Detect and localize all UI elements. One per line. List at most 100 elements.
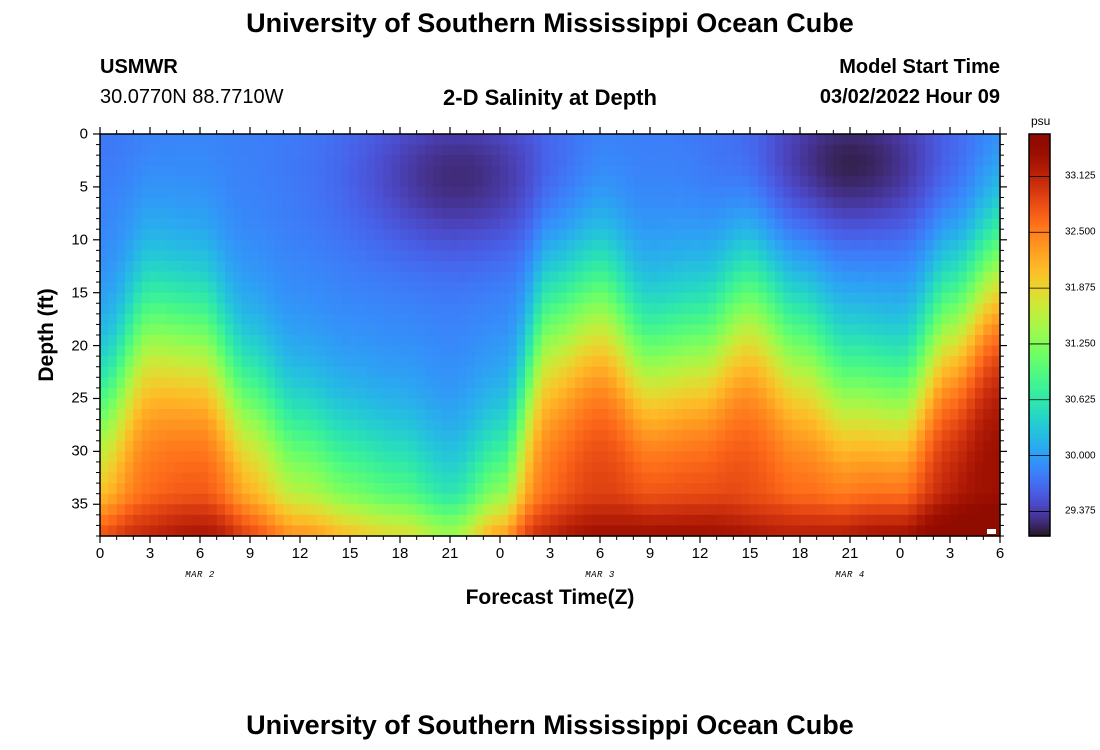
heatmap-cell (791, 525, 801, 537)
heatmap-cell (858, 186, 868, 199)
heatmap-cell (825, 134, 834, 146)
heatmap-cell (900, 387, 909, 400)
heatmap-cell (750, 335, 759, 347)
heatmap-cell (625, 229, 634, 241)
heatmap-cell (683, 366, 693, 378)
heatmap-cell (241, 345, 251, 357)
heatmap-cell (691, 144, 701, 156)
heatmap-cell (975, 472, 984, 484)
heatmap-cell (750, 303, 759, 315)
heatmap-cell (625, 472, 634, 484)
heatmap-cell (616, 303, 626, 315)
heatmap-cell (766, 366, 776, 378)
heatmap-cell (608, 377, 618, 389)
heatmap-cell (241, 250, 251, 262)
heatmap-cell (533, 525, 543, 537)
heatmap-cell (650, 282, 659, 294)
heatmap-cell (991, 218, 1001, 230)
heatmap-cell (583, 345, 593, 357)
heatmap-cell (666, 165, 676, 177)
heatmap-cell (233, 218, 243, 230)
heatmap-cell (716, 377, 726, 389)
heatmap-cell (775, 335, 784, 347)
heatmap-cell (283, 493, 293, 505)
heatmap-cell (608, 282, 618, 294)
heatmap-cell (350, 313, 359, 326)
heatmap-cell (983, 208, 993, 220)
heatmap-cell (850, 345, 859, 357)
colorbar-tick-label: 30.000 (1065, 450, 1096, 462)
heatmap-cell (266, 144, 276, 156)
heatmap-cell (175, 134, 184, 146)
heatmap-cell (816, 398, 826, 410)
heatmap-cell (533, 303, 543, 315)
colorbar-segment (1029, 252, 1050, 256)
heatmap-cell (500, 250, 509, 262)
heatmap-cell (833, 197, 843, 209)
heatmap-cell (366, 313, 376, 326)
heatmap-cell (591, 525, 601, 537)
heatmap-cell (741, 229, 751, 241)
heatmap-cell (483, 409, 493, 421)
heatmap-cell (350, 440, 359, 452)
heatmap-cell (983, 493, 993, 505)
heatmap-cell (450, 377, 459, 389)
heatmap-cell (775, 208, 784, 220)
heatmap-cell (616, 165, 626, 177)
colorbar-segment (1029, 168, 1050, 171)
heatmap-cell (391, 292, 401, 304)
heatmap-cell (541, 218, 551, 230)
heatmap-cell (525, 239, 534, 251)
heatmap-cell (891, 324, 901, 336)
heatmap-cell (608, 155, 618, 167)
heatmap-cell (725, 387, 734, 400)
heatmap-cell (783, 440, 793, 452)
heatmap-cell (108, 144, 118, 156)
heatmap-cell (958, 229, 968, 241)
heatmap-cell (725, 324, 734, 336)
heatmap-cell (416, 313, 426, 326)
heatmap-cell (508, 356, 518, 368)
heatmap-cell (408, 313, 418, 326)
heatmap-cell (500, 218, 509, 230)
heatmap-cell (750, 387, 759, 400)
heatmap-cell (300, 493, 309, 505)
heatmap-cell (358, 472, 368, 484)
heatmap-cell (108, 366, 118, 378)
heatmap-cell (116, 134, 126, 146)
heatmap-cell (366, 197, 376, 209)
heatmap-cell (250, 525, 259, 537)
heatmap-cell (958, 504, 968, 516)
heatmap-cell (950, 472, 959, 484)
heatmap-cell (325, 313, 334, 326)
heatmap-cell (558, 229, 568, 241)
heatmap-cell (591, 430, 601, 442)
heatmap-cell (975, 525, 984, 537)
heatmap-cell (766, 313, 776, 326)
heatmap-cell (258, 409, 268, 421)
heatmap-cell (708, 345, 718, 357)
heatmap-cell (991, 409, 1001, 421)
heatmap-cell (991, 461, 1001, 474)
heatmap-cell (575, 292, 584, 304)
heatmap-cell (666, 155, 676, 167)
heatmap-cell (983, 292, 993, 304)
heatmap-cell (241, 260, 251, 273)
heatmap-cell (958, 430, 968, 442)
heatmap-cell (525, 514, 534, 527)
heatmap-cell (541, 504, 551, 516)
heatmap-cell (533, 366, 543, 378)
heatmap-cell (641, 461, 651, 474)
heatmap-cell (508, 430, 518, 442)
heatmap-cell (791, 218, 801, 230)
heatmap-cell (325, 218, 334, 230)
colorbar-segment (1029, 208, 1050, 211)
heatmap-cell (250, 176, 259, 188)
heatmap-cell (633, 483, 643, 495)
heatmap-cell (675, 208, 684, 220)
heatmap-cell (233, 313, 243, 326)
heatmap-cell (350, 144, 359, 156)
heatmap-cell (700, 303, 709, 315)
heatmap-cell (983, 324, 993, 336)
heatmap-cell (450, 461, 459, 474)
